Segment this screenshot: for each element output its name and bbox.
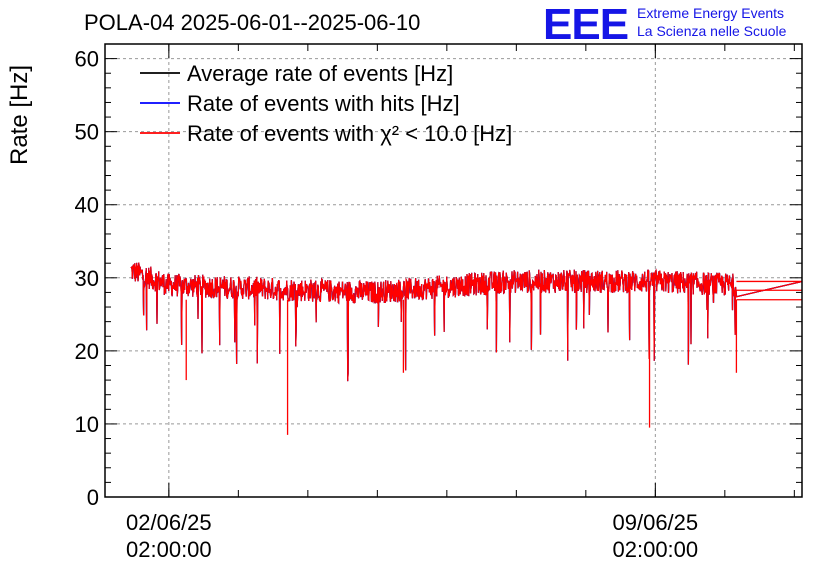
x-tick-date: 02/06/25	[126, 510, 212, 535]
y-tick-label: 0	[87, 485, 99, 510]
y-tick-label: 40	[75, 193, 99, 218]
x-tick-time: 02:00:00	[613, 537, 699, 562]
logo-caption: Extreme Energy Events La Scienza nelle S…	[637, 4, 786, 40]
legend-label-1: Average rate of events [Hz]	[187, 61, 453, 86]
legend: Average rate of events [Hz] Rate of event…	[140, 61, 512, 146]
axes: 010203040506002/06/2502:00:0009/06/2502:…	[75, 43, 803, 562]
y-tick-label: 30	[75, 266, 99, 291]
eee-logo: EEE	[543, 0, 629, 49]
y-tick-label: 50	[75, 120, 99, 145]
logo-line-1: Extreme Energy Events	[637, 5, 785, 21]
logo-line-2: La Scienza nelle Scuole	[637, 23, 787, 39]
y-tick-label: 10	[75, 412, 99, 437]
y-axis-label: Rate [Hz]	[6, 64, 33, 165]
series-line-3	[130, 262, 803, 382]
x-tick-date: 09/06/25	[613, 510, 699, 535]
plot-frame	[104, 43, 803, 498]
legend-label-3: Rate of events with χ² < 10.0 [Hz]	[187, 121, 512, 146]
x-tick-time: 02:00:00	[126, 537, 212, 562]
chart-title: POLA-04 2025-06-01--2025-06-10	[84, 10, 421, 35]
y-tick-label: 20	[75, 339, 99, 364]
series-layer	[130, 262, 803, 435]
legend-label-2: Rate of events with hits [Hz]	[187, 91, 460, 116]
y-tick-label: 60	[75, 47, 99, 72]
